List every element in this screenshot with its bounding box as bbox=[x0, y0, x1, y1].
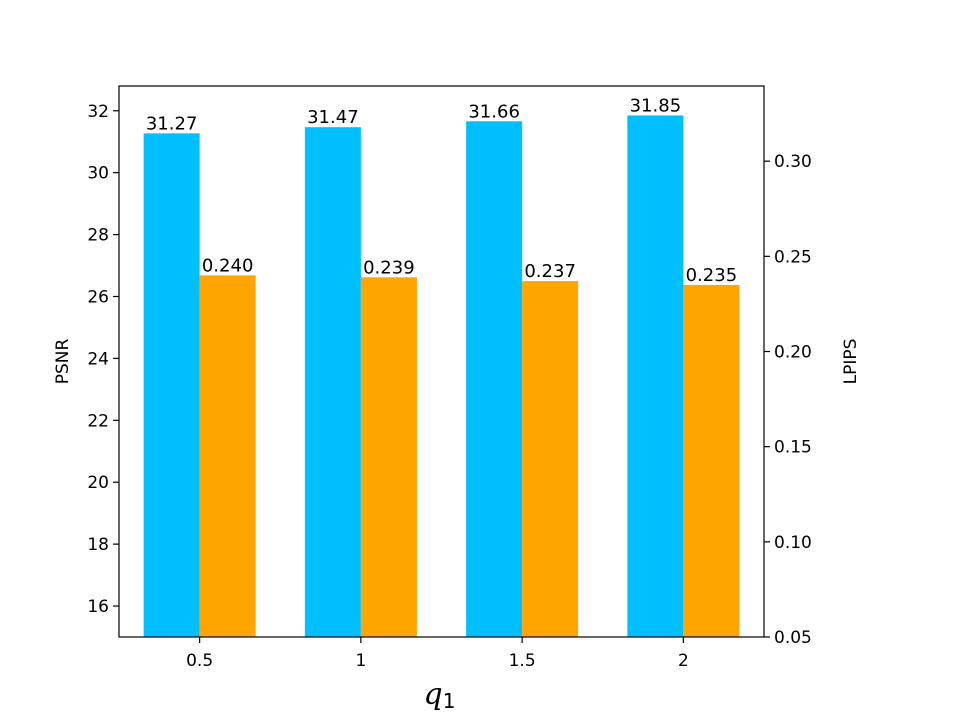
y-tick-label-2: 18 bbox=[87, 535, 109, 555]
x-axis-label-main: q bbox=[424, 677, 443, 712]
y2-tick-label-1: 0.05 bbox=[774, 628, 812, 648]
x-axis-label: q1 bbox=[424, 677, 456, 713]
y-axis-label: PSNR bbox=[53, 339, 73, 385]
bar-lpips-3 bbox=[522, 281, 579, 637]
y-tick-label-1: 16 bbox=[87, 597, 109, 617]
y-tick-label-3: 20 bbox=[87, 473, 109, 493]
bar-lpips-2 bbox=[360, 277, 417, 637]
bar-value-label-lpips-2: 0.239 bbox=[363, 257, 415, 278]
y2-tick-label-5: 0.25 bbox=[774, 247, 812, 267]
x-tick-label-3: 1.5 bbox=[509, 651, 536, 671]
bar-value-label-psnr-2: 31.47 bbox=[307, 107, 359, 128]
bar-lpips-1 bbox=[199, 275, 256, 637]
y-tick-label-4: 22 bbox=[87, 411, 109, 431]
x-tick-label-4: 2 bbox=[678, 651, 689, 671]
plot-frame bbox=[118, 85, 765, 638]
bar-value-label-psnr-1: 31.27 bbox=[146, 113, 198, 134]
y2-tick-label-3: 0.15 bbox=[774, 438, 812, 458]
bar-value-label-lpips-3: 0.237 bbox=[524, 261, 576, 282]
y-tick-label-6: 26 bbox=[87, 287, 109, 307]
y-tick-label-5: 24 bbox=[87, 349, 109, 369]
bar-lpips-4 bbox=[683, 284, 740, 637]
y-tick-label-9: 32 bbox=[87, 102, 109, 122]
bar-value-label-lpips-4: 0.235 bbox=[686, 265, 738, 286]
y2-axis-label: LPIPS bbox=[841, 339, 861, 385]
y-tick-label-7: 28 bbox=[87, 226, 109, 246]
y2-tick-label-2: 0.10 bbox=[774, 533, 812, 553]
bar-value-label-psnr-3: 31.66 bbox=[468, 101, 520, 122]
bar-psnr-3 bbox=[466, 121, 523, 638]
bar-psnr-1 bbox=[143, 133, 200, 637]
y-tick-label-8: 30 bbox=[87, 164, 109, 184]
bar-psnr-4 bbox=[627, 115, 684, 638]
bar-value-label-psnr-4: 31.85 bbox=[630, 95, 682, 116]
x-tick-label-1: 0.5 bbox=[186, 651, 213, 671]
y2-tick-label-4: 0.20 bbox=[774, 343, 812, 363]
bar-psnr-2 bbox=[304, 127, 361, 637]
x-tick-label-2: 1 bbox=[355, 651, 366, 671]
bar-value-label-lpips-1: 0.240 bbox=[202, 255, 254, 276]
x-axis-label-subscript: 1 bbox=[443, 689, 456, 713]
y2-tick-label-6: 0.30 bbox=[774, 152, 812, 172]
